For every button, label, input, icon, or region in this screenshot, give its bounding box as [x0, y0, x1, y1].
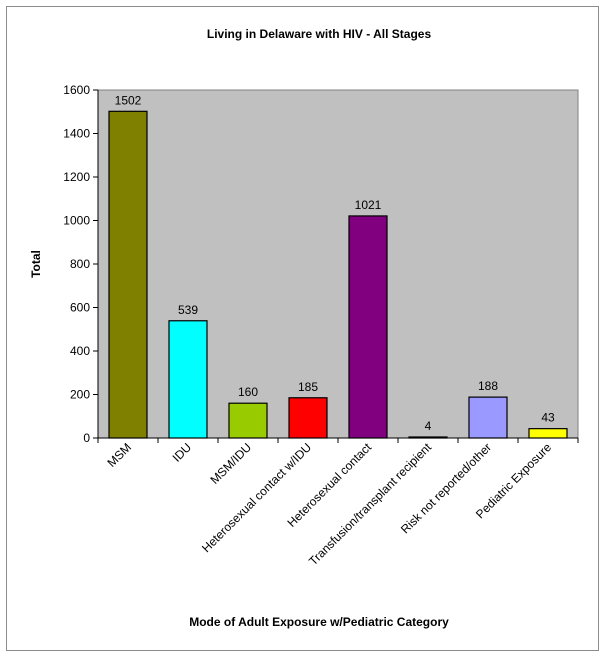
x-tick-label: Heterosexual contact w/IDU [199, 440, 314, 555]
y-tick-label: 1400 [63, 127, 90, 141]
bar [288, 397, 328, 439]
y-axis-label: Total [29, 250, 43, 278]
bars [108, 110, 568, 439]
bar [528, 428, 568, 439]
y-tick-label: 0 [83, 431, 90, 445]
y-tick-label: 1000 [63, 214, 90, 228]
bar [348, 215, 388, 439]
chart-title: Living in Delaware with HIV - All Stages [207, 27, 432, 41]
bar [468, 396, 508, 439]
y-tick-label: 600 [70, 301, 90, 315]
data-labels: 1502 539 160 185 1021 4 188 43 [115, 93, 555, 433]
data-label: 4 [425, 419, 432, 433]
bar [108, 110, 148, 439]
data-label: 1502 [115, 93, 142, 107]
bar [168, 320, 208, 439]
data-label: 185 [298, 380, 318, 394]
data-label: 188 [478, 379, 498, 393]
x-tick-label: Transfusion/transplant recipient [306, 440, 434, 568]
data-label: 160 [238, 385, 258, 399]
y-tick-label: 800 [70, 257, 90, 271]
bar [228, 402, 268, 439]
y-tick-label: 1200 [63, 170, 90, 184]
y-tick-label: 1600 [63, 83, 90, 97]
x-tick-label: IDU [170, 440, 195, 465]
x-axis-label: Mode of Adult Exposure w/Pediatric Categ… [189, 615, 449, 629]
bar [408, 436, 448, 439]
x-tick-label: MSM/IDU [207, 440, 254, 487]
y-axis: 0 200 400 600 800 1000 1200 1400 1600 [63, 83, 99, 445]
x-tick-label: MSM [104, 440, 134, 470]
data-label: 43 [541, 411, 555, 425]
data-label: 1021 [355, 198, 382, 212]
y-tick-label: 200 [70, 388, 90, 402]
data-label: 539 [178, 303, 198, 317]
x-axis [97, 437, 579, 443]
y-tick-label: 400 [70, 344, 90, 358]
